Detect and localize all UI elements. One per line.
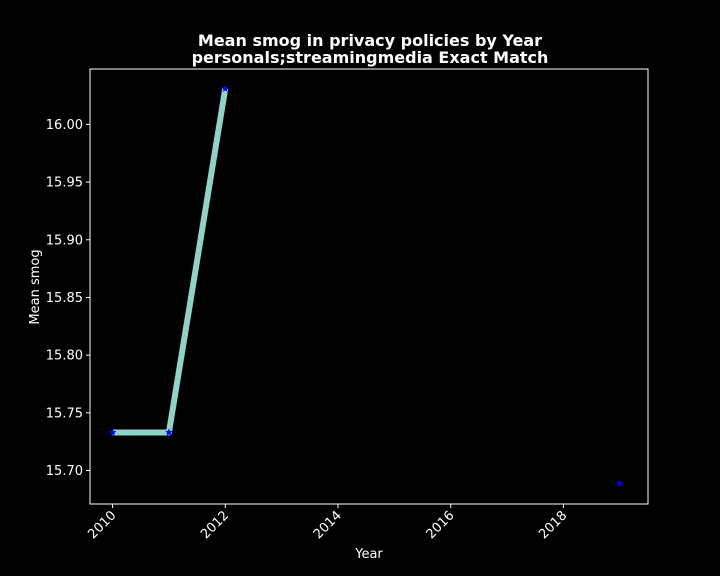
data-point <box>221 84 230 92</box>
series-line-0 <box>112 88 229 436</box>
plot-frame <box>89 68 649 505</box>
y-tick-label: 16.00 <box>46 118 83 133</box>
x-tick-label: 2014 <box>311 508 345 542</box>
y-axis-label: Mean smog <box>28 249 43 324</box>
x-tick-label: 2010 <box>85 508 119 542</box>
y-tick-label: 15.85 <box>46 291 83 306</box>
x-tick-label: 2012 <box>198 508 232 542</box>
x-axis: 2010 2012 2014 2016 2018 <box>85 504 570 542</box>
y-tick-label: 15.75 <box>46 406 83 421</box>
data-point <box>108 428 117 436</box>
x-tick-label: 2018 <box>536 508 570 542</box>
x-axis-label: Year <box>354 547 383 562</box>
y-axis: 15.70 15.75 15.80 15.85 15.90 15.95 16.00 <box>46 118 90 479</box>
y-tick-label: 15.90 <box>46 233 83 248</box>
series-layer <box>108 84 624 487</box>
chart-subtitle: personals;streamingmedia Exact Match <box>192 48 549 67</box>
y-tick-label: 15.70 <box>46 464 83 479</box>
chart-title: Mean smog in privacy policies by Year <box>198 31 542 50</box>
x-tick-label: 2016 <box>424 508 458 542</box>
y-tick-label: 15.80 <box>46 349 83 364</box>
data-point <box>616 479 624 487</box>
y-tick-label: 15.95 <box>46 176 83 191</box>
data-point <box>165 428 173 436</box>
